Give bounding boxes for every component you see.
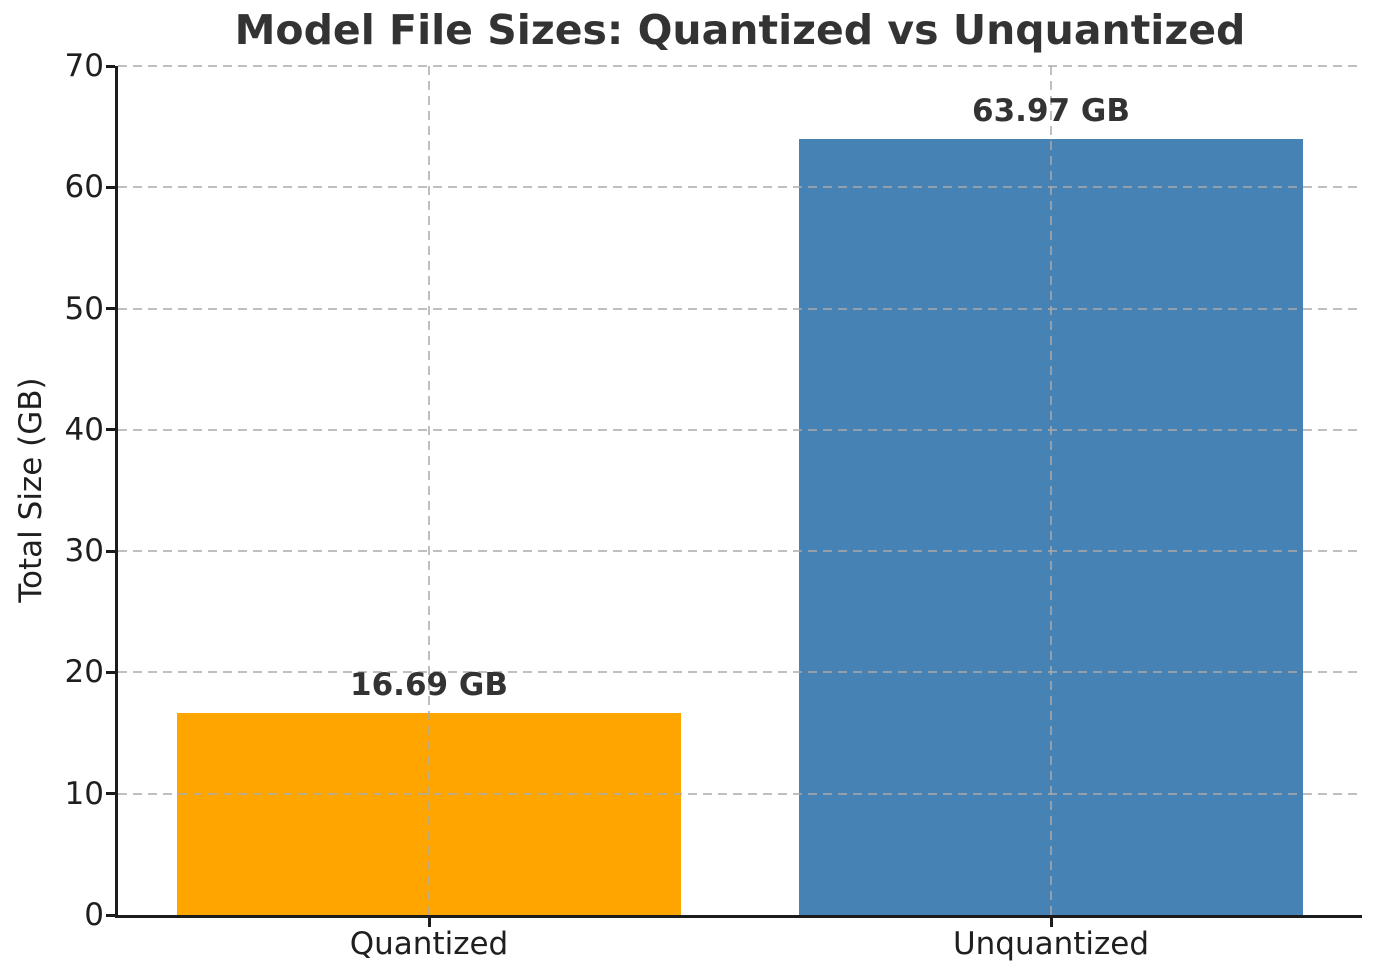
x-tick-label-unquantized: Unquantized	[952, 926, 1150, 962]
y-tick-mark	[106, 914, 115, 917]
y-tick-label-10: 10	[64, 776, 104, 812]
y-tick-label-20: 20	[64, 654, 104, 690]
y-gridline	[118, 793, 1362, 795]
bar-value-label-unquantized: 63.97 GB	[972, 93, 1130, 129]
x-tick-mark	[428, 915, 431, 927]
y-gridline	[118, 186, 1362, 188]
plot-area: Quantized 16.69 GB Unquantized 63.97 GB 0 10 2…	[65, 48, 1362, 962]
y-tick-mark	[106, 307, 115, 310]
x-tick-label-quantized: Quantized	[349, 926, 509, 962]
y-tick-label-30: 30	[64, 533, 104, 569]
y-gridline	[118, 550, 1362, 552]
x-tick-mark	[1050, 915, 1053, 927]
y-tick-label-50: 50	[64, 291, 104, 327]
y-tick-label-0: 0	[84, 897, 104, 933]
y-tick-mark	[106, 671, 115, 674]
y-tick-label-60: 60	[64, 169, 104, 205]
y-tick-mark	[106, 428, 115, 431]
chart-title: Model File Sizes: Quantized vs Unquantiz…	[234, 6, 1246, 54]
y-tick-label-40: 40	[64, 412, 104, 448]
bar-value-label-quantized: 16.69 GB	[350, 667, 508, 703]
y-gridline	[118, 429, 1362, 431]
y-tick-mark	[106, 792, 115, 795]
y-tick-label-70: 70	[64, 48, 104, 84]
y-tick-mark	[106, 186, 115, 189]
x-gridline	[1050, 66, 1052, 915]
y-tick-mark	[106, 65, 115, 68]
y-gridline	[118, 671, 1362, 673]
x-gridline	[428, 66, 430, 915]
y-gridline	[118, 308, 1362, 310]
y-gridline	[118, 65, 1362, 67]
y-tick-mark	[106, 550, 115, 553]
